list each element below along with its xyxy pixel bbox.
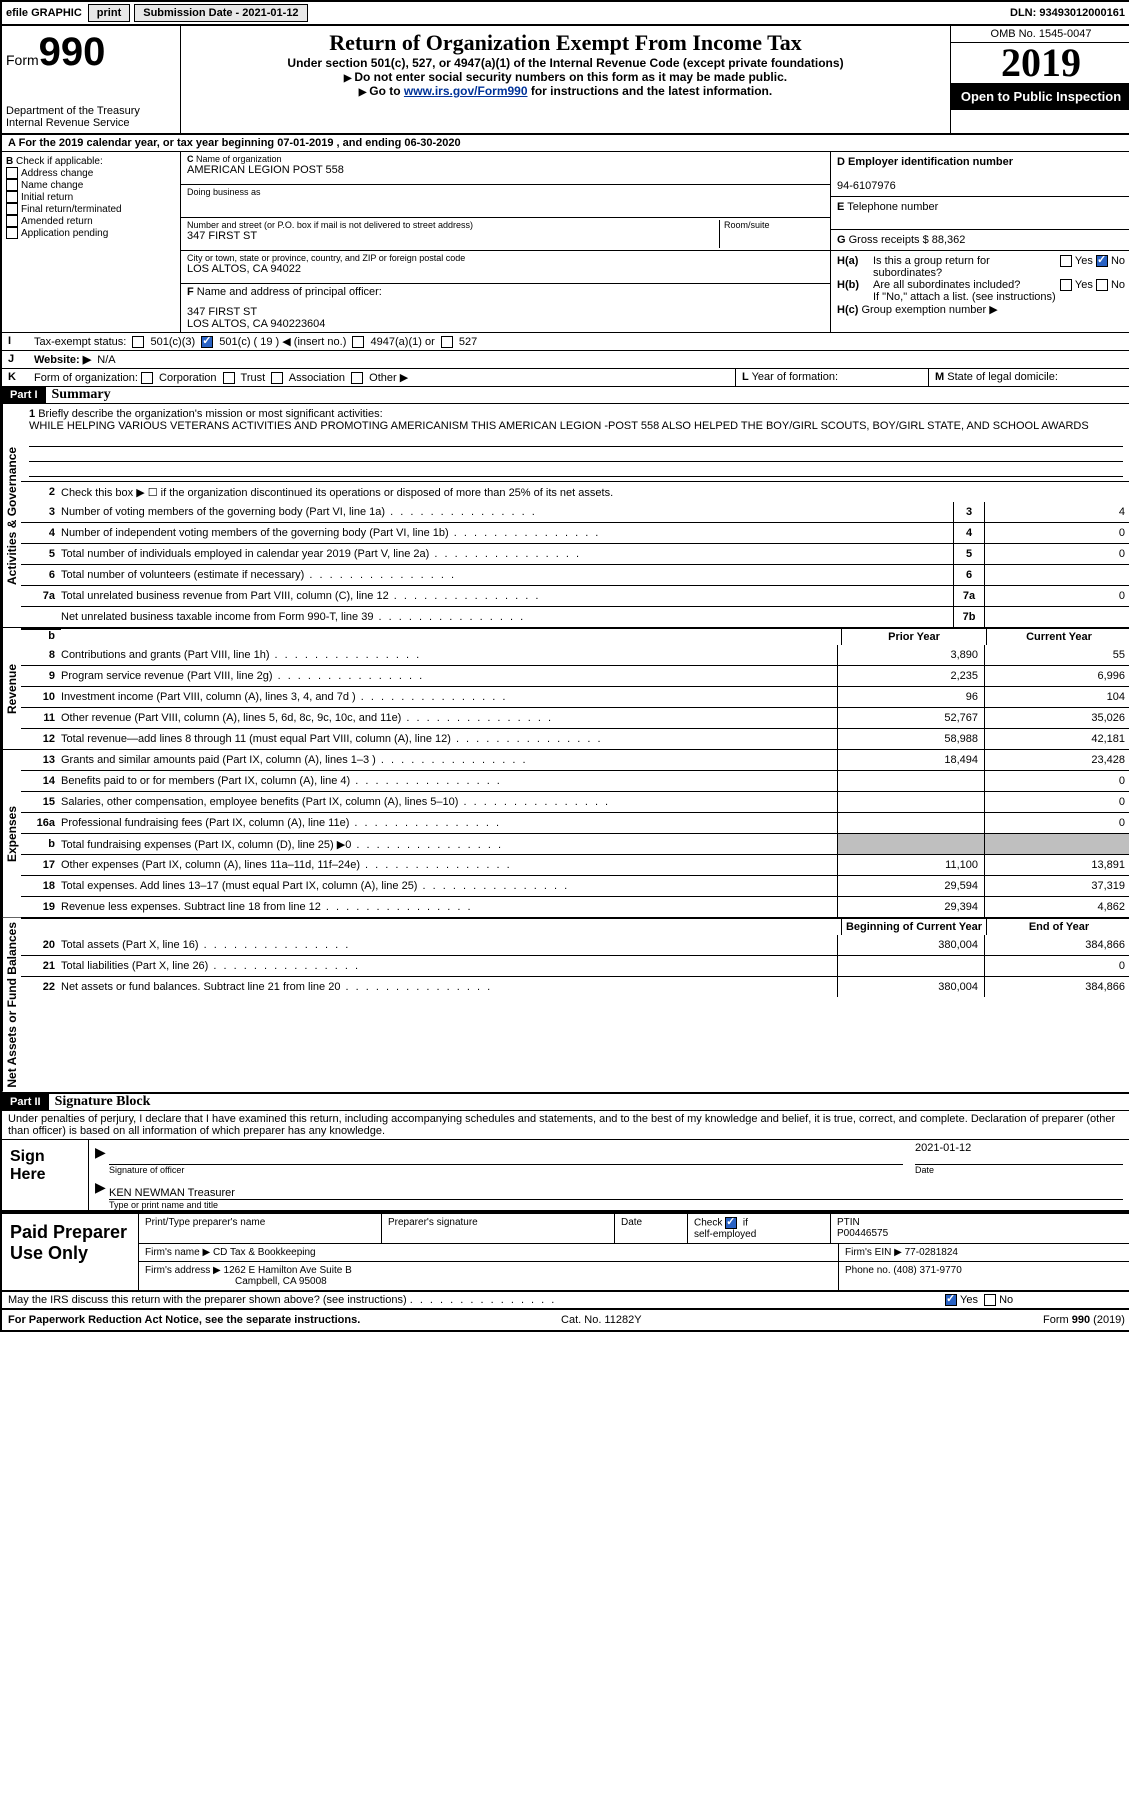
paid-preparer-block: Paid Preparer Use Only Print/Type prepar… [2, 1212, 1129, 1292]
page-footer: For Paperwork Reduction Act Notice, see … [2, 1310, 1129, 1330]
sign-date: 2021-01-12 [915, 1142, 971, 1154]
org-name: AMERICAN LEGION POST 558 [187, 164, 824, 176]
ptin: P00446575 [837, 1228, 888, 1239]
signature-block: Sign Here ▶ Signature of officer 2021-01… [2, 1140, 1129, 1212]
discuss-row: May the IRS discuss this return with the… [2, 1292, 1129, 1310]
side-activities-governance: Activities & Governance [2, 404, 21, 627]
box-d-g: D Employer identification number 94-6107… [830, 152, 1129, 332]
form-990-page: efile GRAPHIC print Submission Date - 20… [0, 0, 1129, 1332]
side-expenses: Expenses [2, 750, 21, 917]
city-state-zip: LOS ALTOS, CA 94022 [187, 263, 824, 275]
firm-phone: (408) 371-9770 [893, 1265, 961, 1276]
firm-ein: 77-0281824 [905, 1247, 958, 1258]
tax-year: 2019 [951, 43, 1129, 83]
open-inspection: Open to Public Inspection [951, 83, 1129, 110]
form-number: Form990 [6, 30, 176, 75]
firm-name: CD Tax & Bookkeeping [213, 1247, 316, 1258]
side-revenue: Revenue [2, 628, 21, 749]
irs-link[interactable]: www.irs.gov/Form990 [404, 84, 528, 98]
box-c: C Name of organization AMERICAN LEGION P… [181, 152, 830, 332]
submission-date-button[interactable]: Submission Date - 2021-01-12 [134, 4, 307, 22]
row-k-l-m: K Form of organization: Corporation Trus… [2, 369, 1129, 387]
box-b: B Check if applicable: Address changeNam… [2, 152, 181, 332]
net-assets-block: Net Assets or Fund Balances Beginning of… [2, 918, 1129, 1094]
gross-receipts: 88,362 [932, 234, 966, 246]
entity-section: B Check if applicable: Address changeNam… [2, 152, 1129, 333]
officer-address: 347 FIRST ST LOS ALTOS, CA 940223604 [187, 306, 824, 330]
part-1-header: Part I Summary [2, 387, 1129, 404]
dln-field: DLN: 93493012000161 [1010, 7, 1129, 19]
period-row: A For the 2019 calendar year, or tax yea… [2, 135, 1129, 152]
mission-text: WHILE HELPING VARIOUS VETERANS ACTIVITIE… [29, 420, 1089, 432]
part-2-header: Part II Signature Block [2, 1094, 1129, 1111]
activities-governance-block: Activities & Governance 1 Briefly descri… [2, 404, 1129, 628]
expenses-block: Expenses 13Grants and similar amounts pa… [2, 750, 1129, 918]
row-i-tax-status: I Tax-exempt status: 501(c)(3) 501(c) ( … [2, 333, 1129, 351]
efile-label: efile GRAPHIC [2, 7, 86, 19]
form-title: Return of Organization Exempt From Incom… [185, 30, 946, 56]
dept-label: Department of the Treasury Internal Reve… [6, 105, 176, 129]
ein: 94-6107976 [837, 180, 896, 192]
subtitle-3: Go to www.irs.gov/Form990 for instructio… [185, 84, 946, 98]
subtitle-1: Under section 501(c), 527, or 4947(a)(1)… [185, 56, 946, 70]
top-toolbar: efile GRAPHIC print Submission Date - 20… [2, 2, 1129, 26]
website: N/A [97, 354, 115, 366]
officer-name: KEN NEWMAN Treasurer [109, 1187, 235, 1199]
firm-addr1: 1262 E Hamilton Ave Suite B [224, 1265, 352, 1276]
firm-addr2: Campbell, CA 95008 [145, 1276, 327, 1287]
street-address: 347 FIRST ST [187, 230, 719, 242]
revenue-block: Revenue bPrior YearCurrent Year 8Contrib… [2, 628, 1129, 750]
subtitle-2: Do not enter social security numbers on … [185, 70, 946, 84]
form-header: Form990 Department of the Treasury Inter… [2, 26, 1129, 135]
row-j-website: J Website: ▶ N/A [2, 351, 1129, 369]
side-net-assets: Net Assets or Fund Balances [2, 918, 21, 1092]
print-button[interactable]: print [88, 4, 130, 22]
penalty-statement: Under penalties of perjury, I declare th… [2, 1111, 1129, 1140]
